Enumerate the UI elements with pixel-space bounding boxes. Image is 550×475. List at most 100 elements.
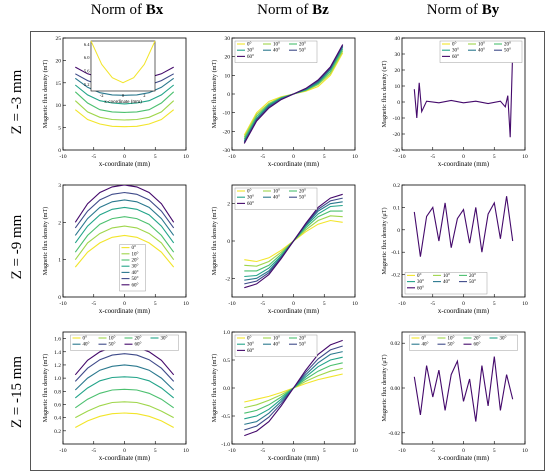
y-tick-label: -0.5: [221, 414, 230, 420]
series-line: [74, 376, 175, 399]
y-tick-label: 40: [395, 36, 401, 42]
legend: 0°10°20°30°40°50°60°: [234, 334, 318, 357]
y-tick-label: -2: [225, 276, 230, 282]
x-tick-label: 10: [522, 448, 528, 454]
legend-label: 0°: [132, 246, 137, 251]
legend-label: 20°: [132, 259, 139, 264]
legend-label: 60°: [132, 283, 139, 288]
series-line: [74, 364, 175, 391]
y-tick-label: -0.1: [391, 250, 400, 256]
y-tick-label: 0.2: [54, 429, 61, 435]
series-line: [413, 196, 514, 257]
series-line: [74, 91, 175, 113]
legend-box: [234, 40, 318, 63]
legend-label: 60°: [417, 286, 424, 291]
legend: 0°10°20°30°40°50°60°: [234, 187, 318, 210]
legend-label: 20°: [135, 337, 142, 342]
series-line: [74, 225, 175, 261]
y-axis-label: Magnetic flux density (uT): [381, 61, 388, 128]
legend: 0°10°20°30°40°50°60°: [234, 40, 318, 63]
series-line: [74, 234, 175, 268]
y-tick-label: 0.00: [390, 386, 400, 392]
chart-panel-by_z15: -10 -5 0 5 10 -0.02 0.00 0.02 x-coordinate (mm) M…: [381, 331, 528, 462]
column-header-bz: Norm of Bz: [257, 2, 329, 18]
y-tick-label: -30: [393, 148, 401, 154]
series-line: [413, 356, 514, 422]
column-header-by: Norm of By: [426, 2, 500, 18]
y-tick-label: -0.2: [391, 273, 400, 279]
x-axis-label: x-coordinate (mm): [268, 161, 319, 168]
y-tick-label: 0.5: [223, 358, 230, 364]
legend: 0°10°20°30°40°50°60°: [439, 40, 523, 63]
series-line: [74, 206, 175, 244]
legend-label: 60°: [247, 55, 254, 60]
y-tick-label: 3: [58, 183, 61, 189]
chart-panel-bx_z9: -10 -5 0 5 10 0 1 2 3 x-coordinate (mm) Magnetic f…: [42, 183, 189, 315]
x-tick-label: -5: [91, 154, 96, 160]
x-tick-label: 5: [493, 301, 496, 307]
chart-panel-by_z3: -10 -5 0 5 10 -30 -20 -10 0 10 20 30 40 x-coordinate …: [381, 36, 528, 168]
x-axis-label: x-coordinate (mm): [438, 308, 489, 315]
legend-label: 0°: [422, 337, 427, 342]
x-tick-label: 10: [352, 154, 358, 160]
legend: 0°10°20°30°40°50°60°: [409, 334, 518, 351]
x-axis-label: x-coordinate (mm): [99, 161, 150, 168]
legend-label: 40°: [132, 271, 139, 276]
chart-panel-bx_z15: -10 -5 0 5 10 0.2 0.4 0.6 0.8 1.0 1.2 1.4 1.6 x-coord…: [42, 331, 189, 462]
series-group: [74, 345, 175, 428]
y-tick-label: 30: [225, 36, 231, 42]
y-tick-label: 25: [56, 36, 62, 42]
column-header-bx: Norm of Bx: [90, 2, 164, 18]
x-axis-label: x-coordinate (mm): [99, 455, 150, 462]
y-tick-label: 0: [227, 92, 230, 98]
x-tick-label: -10: [228, 448, 236, 454]
y-tick-label: -1.0: [221, 442, 230, 448]
x-tick-label: 0: [462, 448, 465, 454]
inset-y-tick-label: 6.0: [84, 55, 90, 60]
legend-label: 30°: [161, 337, 168, 342]
x-tick-label: 5: [154, 301, 157, 307]
x-tick-label: 0: [292, 154, 295, 160]
legend-label: 50°: [469, 280, 476, 285]
legend: 0°10°20°30°40°50°60°: [119, 244, 146, 292]
inset-y-tick-label: 6.4: [84, 42, 90, 47]
legend-label: 10°: [132, 252, 139, 257]
y-axis-label: Magnetic flux density (μT): [381, 354, 388, 421]
y-axis-label: Magnetic flux density (mT): [211, 354, 218, 423]
series-group: [413, 356, 514, 422]
legend-label: 30°: [132, 265, 139, 270]
x-tick-label: -5: [430, 154, 435, 160]
y-tick-label: 15: [56, 81, 62, 87]
series-line: [75, 412, 174, 428]
legend-label: 0°: [247, 337, 252, 342]
y-tick-label: 5: [58, 126, 61, 132]
x-tick-label: 0: [462, 154, 465, 160]
y-tick-label: 1.0: [223, 330, 230, 336]
x-tick-label: 10: [352, 301, 358, 307]
series-group: [413, 50, 514, 138]
y-tick-label: 0.0: [223, 386, 230, 392]
legend-box: [119, 244, 146, 292]
series-line: [243, 44, 344, 144]
y-tick-label: 0: [58, 295, 61, 301]
x-tick-label: 5: [154, 154, 157, 160]
y-tick-label: 0.6: [54, 402, 61, 408]
legend-label: 30°: [500, 337, 507, 342]
x-tick-label: -10: [228, 301, 236, 307]
legend-label: 50°: [504, 49, 511, 54]
y-tick-label: 20: [395, 68, 401, 74]
legend-label: 40°: [273, 343, 280, 348]
series-line: [74, 185, 175, 223]
legend-box: [234, 334, 318, 357]
x-tick-label: 10: [183, 448, 189, 454]
legend-label: 30°: [247, 343, 254, 348]
legend: 0°10°20°30°40°50°60°: [404, 272, 488, 295]
series-line: [244, 193, 343, 289]
legend-box: [409, 334, 518, 351]
legend-label: 50°: [299, 49, 306, 54]
legend-label: 20°: [299, 337, 306, 342]
inset-x-axis-label: x-coordinate (mm): [104, 100, 142, 105]
y-axis-label: Magnetic flux density (μT): [381, 207, 388, 274]
chart-panel-by_z9: -10 -5 0 5 10 -0.2 -0.1 0 0.1 0.2 x-coordinate (mm…: [381, 183, 528, 315]
series-group: [244, 339, 343, 437]
